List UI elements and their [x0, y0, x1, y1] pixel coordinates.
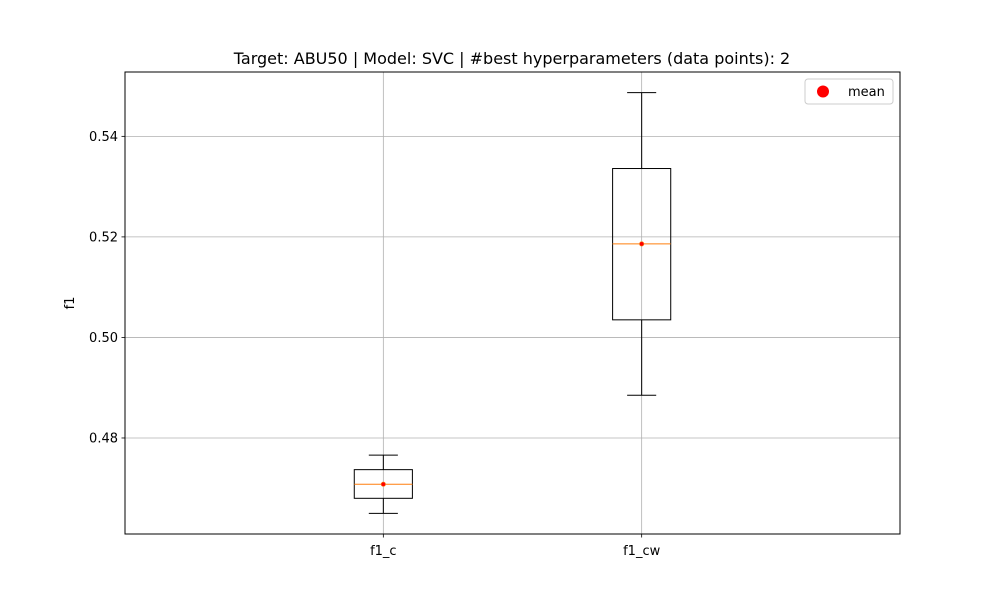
chart-title: Target: ABU50 | Model: SVC | #best hyper… — [233, 49, 790, 68]
legend-mean-label: mean — [848, 85, 885, 100]
x-tick-label-f1_c: f1_c — [370, 544, 397, 559]
y-axis-label: f1 — [63, 297, 78, 310]
mean-point-f1_c — [380, 481, 386, 487]
box-group-f1_cw — [612, 92, 672, 396]
box-group-f1_c — [353, 454, 413, 514]
grid-layer — [125, 72, 900, 534]
box-layer — [353, 92, 672, 514]
legend-mean-marker — [817, 85, 829, 98]
y-tick-label-3: 0.54 — [89, 130, 118, 145]
plot-frame — [124, 71, 901, 535]
tick-layer: 0.48 0.50 0.52 0.54 f1_c f1_cw — [89, 130, 661, 559]
mean-point-f1_cw — [639, 241, 645, 247]
y-tick-label-2: 0.52 — [89, 230, 118, 245]
x-tick-label-f1_cw: f1_cw — [623, 544, 660, 559]
legend: mean — [804, 78, 894, 105]
y-tick-label-1: 0.50 — [89, 331, 118, 346]
legend-frame — [804, 78, 894, 105]
y-tick-label-0: 0.48 — [89, 431, 118, 446]
